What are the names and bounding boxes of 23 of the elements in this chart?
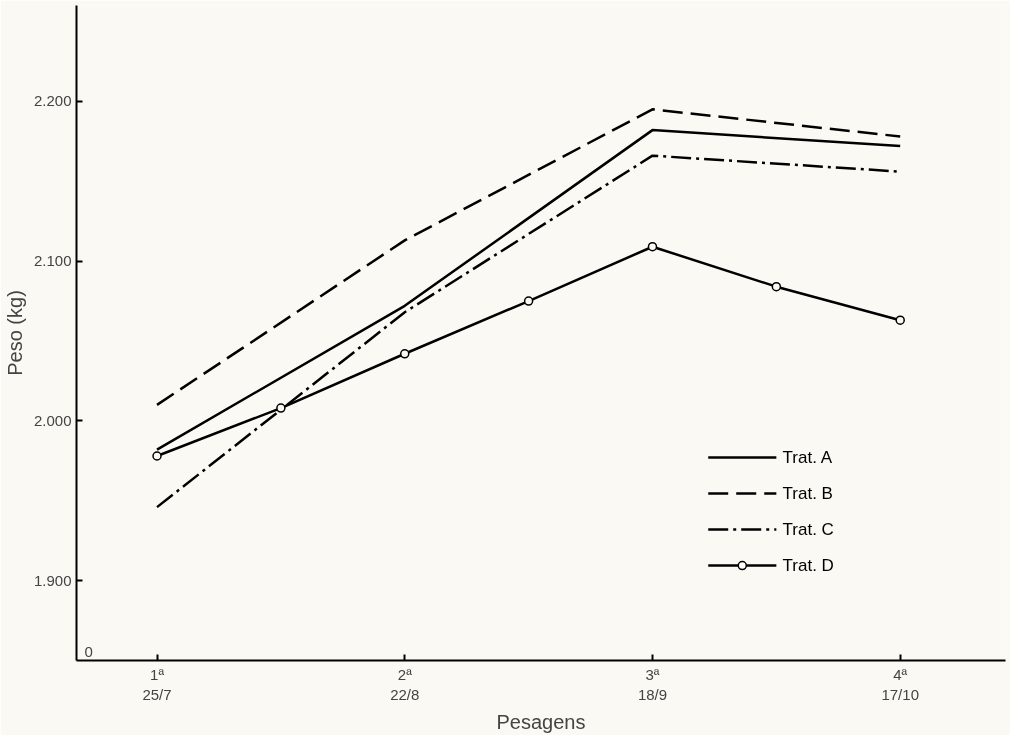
x-tick-label: 4ª 17/10 — [881, 665, 919, 703]
point — [647, 241, 658, 252]
legend-label: Trat. B — [782, 483, 833, 503]
line-series — [155, 108, 902, 407]
y-axis-title: Peso (kg) — [3, 290, 26, 376]
y-tick-label: 1.900 — [33, 571, 72, 589]
annotation: 0 — [84, 642, 93, 660]
point — [895, 315, 905, 325]
y-tick-label: 2.000 — [33, 411, 72, 429]
point — [400, 349, 410, 359]
point — [771, 281, 782, 292]
legend-label: Trat. A — [782, 447, 833, 467]
point — [152, 451, 162, 461]
x-tick-label: 2ª 22/8 — [390, 665, 420, 703]
point — [276, 403, 286, 413]
y-tick-label: 2.200 — [33, 92, 72, 110]
x-tick-label: 1ª 25/7 — [142, 665, 172, 703]
x-axis-title: Pesagens — [496, 710, 586, 733]
legend-label: Trat. D — [782, 556, 834, 576]
x-tick-label: 3ª 18/9 — [637, 665, 668, 703]
point — [523, 296, 534, 306]
y-tick-label: 2.100 — [33, 252, 72, 270]
legend-label: Trat. C — [782, 520, 834, 539]
